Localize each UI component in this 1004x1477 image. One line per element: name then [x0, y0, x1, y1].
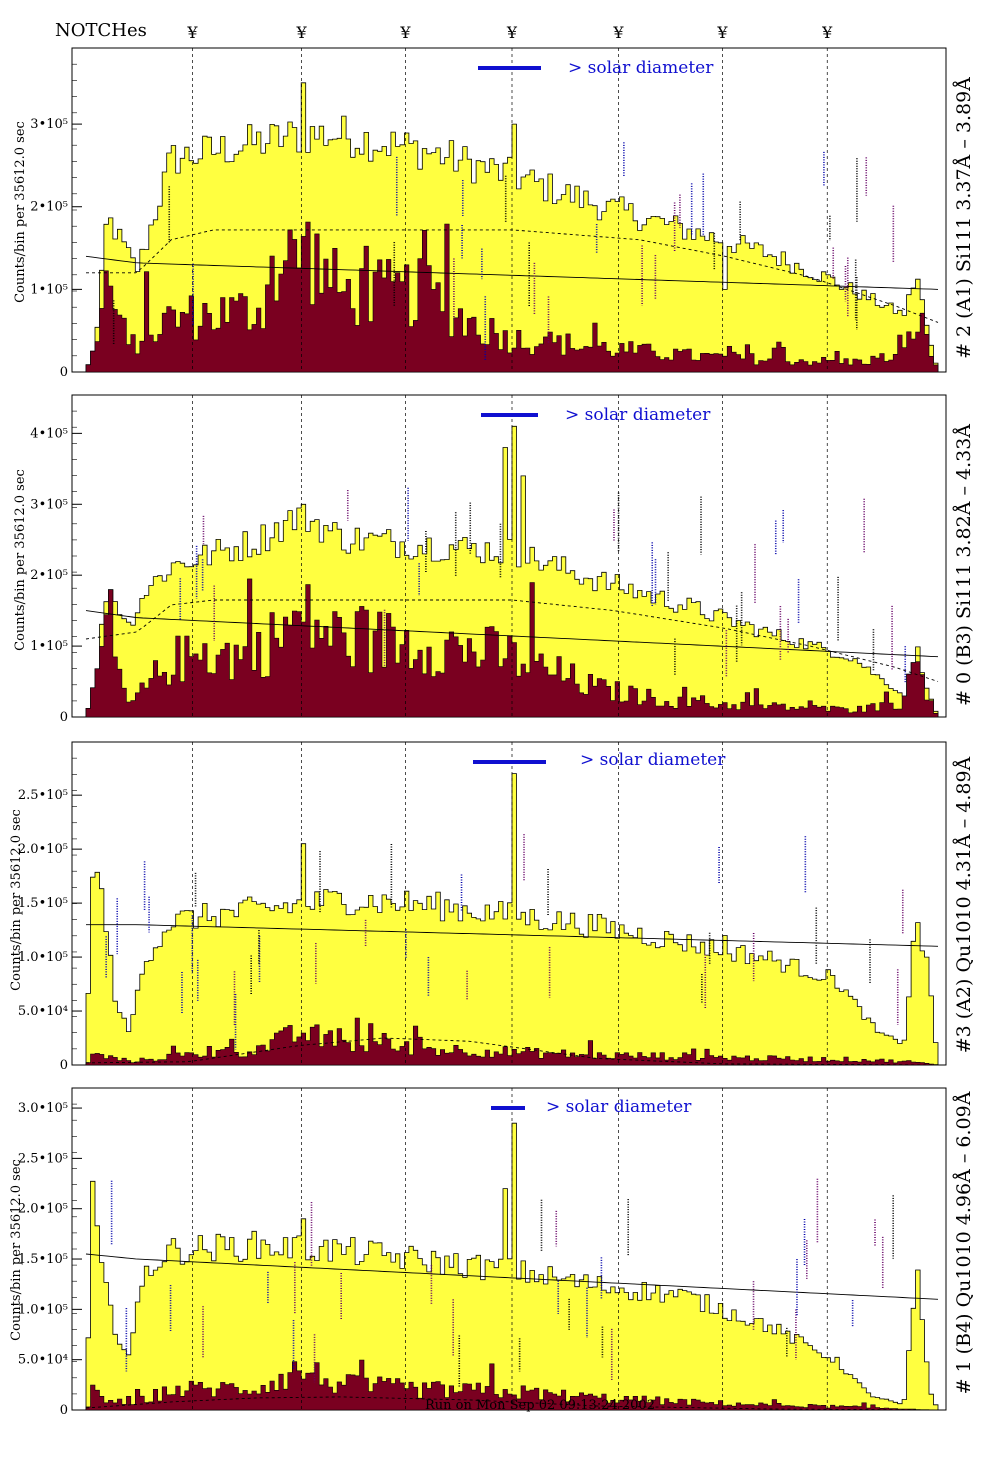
- solid-model-curve: [85, 255, 939, 290]
- notch-marker-2: ¥: [295, 23, 307, 42]
- y-tick-label: 5.0•10⁴: [18, 1004, 68, 1019]
- spectrum-panel-3: 0 5.0•10⁴ 1.0•10⁵ 1.5•10⁵ 2.0•10⁵ 2.5•10⁵ > so…: [9, 741, 975, 1073]
- y-tick-label: 2.5•10⁵: [18, 1151, 68, 1166]
- first-order-histogram: [85, 1359, 939, 1411]
- y-tick-label: 5.0•10⁴: [18, 1353, 68, 1368]
- y-tick-label: 2•10⁵: [30, 200, 68, 215]
- solar-diameter-label: > solar diameter: [568, 58, 714, 78]
- notch-marker-3: ¥: [399, 23, 411, 42]
- y-tick-label: 2.5•10⁵: [18, 788, 68, 803]
- y-tick-label: 0: [60, 1403, 68, 1418]
- y-tick-label: 3•10⁵: [30, 497, 68, 512]
- notch-marker-7: ¥: [821, 23, 833, 42]
- y-tick-label: 1•10⁵: [30, 282, 68, 297]
- y-tick-label: 0: [60, 365, 68, 380]
- y-tick-label: 2•10⁵: [30, 568, 68, 583]
- solar-diameter-label: > solar diameter: [580, 750, 726, 770]
- solid-model-curve: [85, 1253, 939, 1300]
- notch-marker-4: ¥: [506, 23, 518, 42]
- y-tick-label: 1.0•10⁵: [18, 950, 68, 965]
- total-counts-histogram: [85, 1122, 939, 1411]
- notch-marker-1: ¥: [186, 23, 198, 42]
- notch-marker-6: ¥: [716, 23, 728, 42]
- y-tick-label: 1•10⁵: [30, 639, 68, 654]
- spectrum-panel-1: 0 1•10⁵ 2•10⁵ 3•10⁵ > solar diameter Counts/b…: [13, 47, 975, 380]
- y-tick-label: 0: [60, 1058, 68, 1073]
- run-timestamp: Run on Mon Sep 02 09:13:24 2002: [425, 1398, 655, 1413]
- y-tick-label: 2.0•10⁵: [18, 1202, 68, 1217]
- dashed-model-curve: [86, 1037, 938, 1066]
- y-axis-label: Counts/bin per 35612.0 sec: [9, 1159, 24, 1341]
- panel-title: #3 (A2) Qu1010 4.31Å – 4.89Å: [953, 756, 975, 1053]
- y-axis-label: Counts/bin per 35612.0 sec: [9, 809, 24, 991]
- y-tick-label: 1.0•10⁵: [18, 1302, 68, 1317]
- y-axis-label: Counts/bin per 35612.0 sec: [13, 121, 28, 303]
- notch-marker-5: ¥: [612, 23, 624, 42]
- y-axis-label: Counts/bin per 35612.0 sec: [13, 469, 28, 651]
- panel-title: # 0 (B3) Si111 3.82Å – 4.33Å: [953, 424, 975, 706]
- first-order-histogram: [85, 1017, 939, 1066]
- dashed-model-curve: [85, 599, 939, 682]
- y-tick-label: 4•10⁵: [30, 426, 68, 441]
- y-tick-label: 1.5•10⁵: [18, 1252, 68, 1267]
- spectrum-panel-4: 0 5.0•10⁴ 1.0•10⁵ 1.5•10⁵ 2.0•10⁵ 2.5•10⁵ 3.0•…: [9, 1087, 975, 1418]
- solar-diameter-label: > solar diameter: [546, 1097, 692, 1117]
- y-tick-label: 3•10⁵: [30, 117, 68, 132]
- panel-title: # 1 (B4) Qu1010 4.96Å – 6.09Å: [953, 1091, 975, 1394]
- y-tick-label: 1.5•10⁵: [18, 896, 68, 911]
- y-tick-label: 0: [60, 710, 68, 725]
- y-tick-label: 2.0•10⁵: [18, 842, 68, 857]
- y-tick-label: 3.0•10⁵: [18, 1101, 68, 1116]
- solar-diameter-label: > solar diameter: [565, 405, 711, 425]
- panel-title: # 2 (A1) Si111 3.37Å – 3.89Å: [953, 77, 975, 359]
- spectrum-panel-2: 0 1•10⁵ 2•10⁵ 3•10⁵ 4•10⁵ > solar diameter Cou…: [13, 394, 975, 725]
- notches-label: NOTCHes: [55, 20, 147, 41]
